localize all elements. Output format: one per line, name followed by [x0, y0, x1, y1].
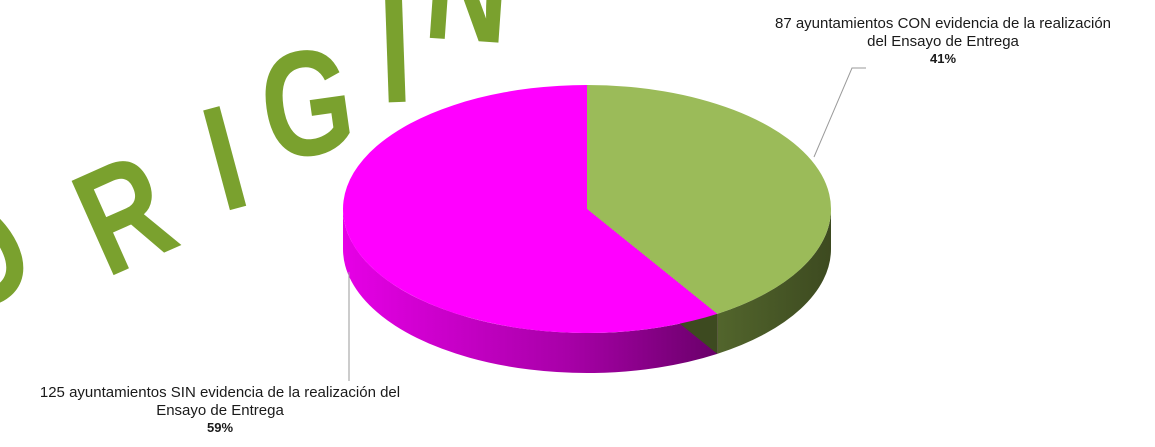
pie-slice-con: [587, 85, 831, 314]
slice-percent-sin: 59%: [206, 420, 234, 435]
pie-side-sin: [343, 209, 718, 373]
slice-label-sin-line2: Ensayo de Entrega: [156, 402, 284, 419]
slice-label-con-line1: 87 ayuntamientos CON evidencia de la rea…: [774, 15, 1112, 32]
slice-label-sin-line1: 125 ayuntamientos SIN evidencia de la re…: [39, 384, 401, 401]
pie-side-con: [717, 209, 831, 354]
pie-slice-sin: [342, 85, 718, 333]
watermark-letter: N: [420, 0, 516, 75]
slice-label-con: 87 ayuntamientos CON evidencia de la rea…: [738, 15, 1148, 67]
watermark-letter: A: [502, 0, 614, 10]
leader-line-con: [813, 67, 866, 158]
slice-percent-con: 41%: [929, 51, 957, 66]
watermark-letter: G: [250, 13, 364, 192]
slice-label-sin: 125 ayuntamientos SIN evidencia de la re…: [0, 384, 440, 436]
watermark-letter: I: [376, 0, 414, 135]
watermark-letter: R: [51, 120, 197, 308]
watermark-letter: I: [187, 72, 262, 243]
watermark-letter: O: [0, 159, 62, 349]
slice-label-con-line2: del Ensayo de Entrega: [867, 33, 1019, 50]
